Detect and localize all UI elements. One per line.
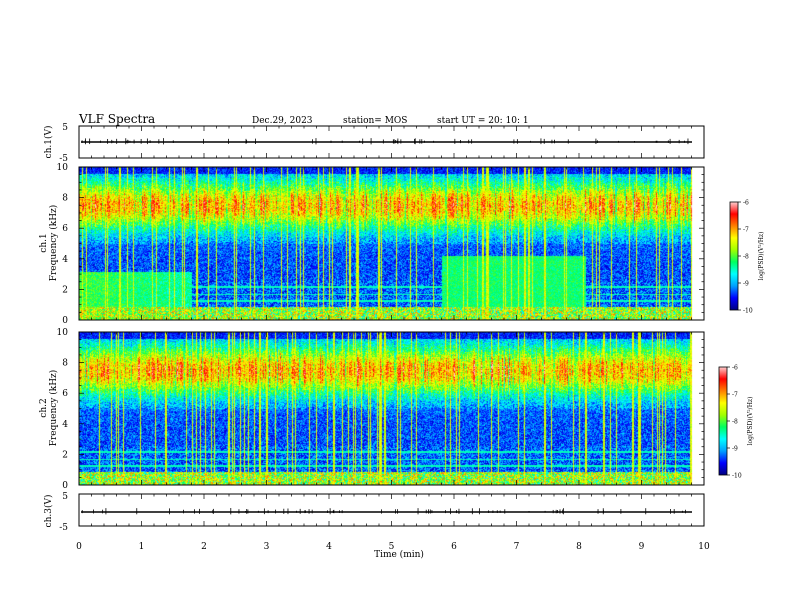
colorbar-tick-label: -6 (743, 200, 749, 207)
x-tick-label: 5 (389, 542, 395, 552)
ch2-colorbar-gradient (719, 367, 727, 475)
ch1-colorbar-gradient (730, 202, 738, 310)
y-tick-label: 0 (62, 481, 68, 491)
ch2-frequency-ylabel: Frequency (kHz) (48, 370, 59, 447)
ch2-spectrogram-panel: 0 2 4 6 8 10 ch.2 Frequency (kHz) (39, 328, 705, 491)
y-tick-label: 8 (62, 359, 68, 369)
ch1-spectrogram-panel: 0 2 4 6 8 10 ch.1 Frequency (kHz) (39, 163, 705, 326)
colorbar-tick-label: -10 (732, 473, 742, 480)
x-tick-label: 9 (639, 542, 645, 552)
ch1-colorbar-label: log(PSD)(V²/Hz) (758, 232, 765, 281)
ch1-waveform-ylabel: ch.1(V) (43, 126, 54, 159)
x-tick-label: 0 (76, 542, 82, 552)
x-axis-ticks (78, 126, 705, 526)
x-axis-label: Time (min) (374, 549, 424, 560)
ch3-waveform-ylabel: ch.3(V) (43, 495, 54, 528)
x-tick-label: 10 (698, 542, 710, 552)
y-tick-label: 6 (62, 389, 68, 399)
ch3-waveform-spikes (81, 508, 687, 515)
y-tick-label: 10 (57, 328, 69, 338)
colorbar-tick-label: -7 (743, 227, 749, 234)
station-label: station= MOS (343, 116, 407, 126)
ch1-colorbar-ticks: -6 -7 -8 -9 -10 (738, 200, 753, 315)
x-tick-label: 6 (451, 542, 457, 552)
ch2-spectrogram-area (79, 332, 704, 485)
y-tick-label: 0 (62, 316, 68, 326)
x-tick-label: 2 (201, 542, 207, 552)
y-tick-label: 2 (62, 450, 68, 460)
x-axis-tick-labels: 0 1 2 3 4 5 6 7 8 9 10 (76, 542, 710, 552)
figure-title: VLF Spectra (78, 112, 155, 126)
ch1-waveform-panel: 5 -5 ch.1(V) (43, 123, 705, 164)
ch1-colorbar: -6 -7 -8 -9 -10 log(PSD)(V²/Hz) (729, 200, 765, 315)
ch1-ytick-bottom: -5 (59, 154, 68, 164)
y-tick-label: 6 (62, 224, 68, 234)
colorbar-tick-label: -8 (732, 419, 738, 426)
ch1-frequency-ylabel: Frequency (kHz) (48, 205, 59, 282)
x-tick-label: 8 (576, 542, 582, 552)
ch1-spectrogram-area (79, 167, 704, 320)
start-time-label: start UT = 20: 10: 1 (437, 116, 529, 126)
ch2-colorbar-ticks: -6 -7 -8 -9 -10 (727, 365, 742, 480)
x-tick-label: 7 (514, 542, 520, 552)
x-tick-label: 1 (139, 542, 145, 552)
ch1-waveform-spikes (81, 138, 689, 145)
ch1-ytick-top: 5 (62, 123, 68, 133)
y-tick-label: 4 (62, 255, 68, 265)
colorbar-tick-label: -7 (732, 392, 738, 399)
ch2-spectrogram-yticks: 0 2 4 6 8 10 (57, 328, 704, 491)
colorbar-tick-label: -9 (743, 281, 749, 288)
colorbar-tick-label: -10 (743, 308, 753, 315)
ch3-ytick-top: 5 (62, 492, 68, 502)
colorbar-tick-label: -8 (743, 254, 749, 261)
y-tick-label: 2 (62, 285, 68, 295)
y-tick-label: 4 (62, 420, 68, 430)
ch3-ytick-bottom: -5 (59, 523, 68, 533)
ch1-spectrogram-yticks: 0 2 4 6 8 10 (57, 163, 704, 326)
colorbar-tick-label: -9 (732, 446, 738, 453)
ch2-colorbar-label: log(PSD)(V²/Hz) (747, 397, 754, 446)
x-tick-label: 4 (326, 542, 332, 552)
ch2-spectrogram-ylabel: ch.2 (39, 398, 49, 417)
date-label: Dec.29, 2023 (252, 116, 313, 126)
y-tick-label: 10 (57, 163, 69, 173)
ch1-spectrogram-ylabel: ch.1 (39, 233, 49, 252)
y-tick-label: 8 (62, 194, 68, 204)
ch3-waveform-panel: 5 -5 ch.3(V) (43, 492, 705, 533)
ch2-colorbar: -6 -7 -8 -9 -10 log(PSD)(V²/Hz) (718, 365, 754, 480)
colorbar-tick-label: -6 (732, 365, 738, 372)
x-tick-label: 3 (264, 542, 270, 552)
